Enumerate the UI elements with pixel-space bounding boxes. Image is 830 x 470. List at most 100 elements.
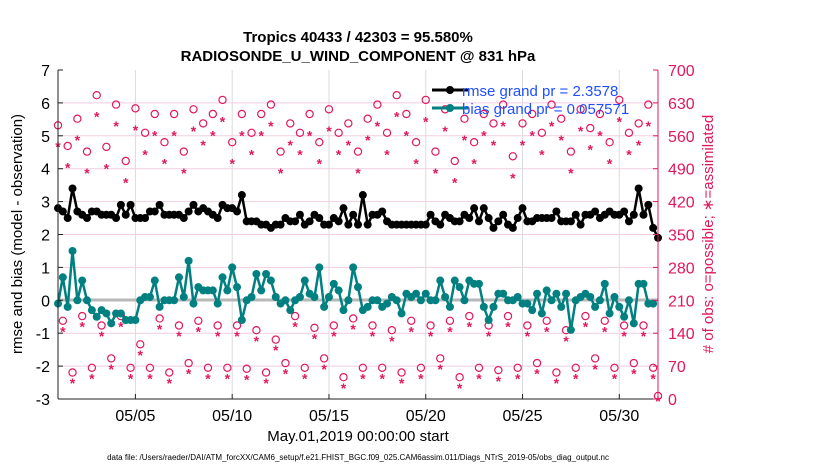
possible-marker — [590, 354, 600, 363]
possible-marker — [416, 363, 426, 372]
footnote: data file: /Users/raeder/DAI/ATM_forcXX/… — [107, 453, 609, 462]
assimilated-marker: * — [568, 165, 574, 181]
possible-marker — [276, 147, 285, 156]
assimilated-marker: * — [612, 370, 618, 386]
assimilated-marker: * — [365, 132, 371, 148]
assimilated-marker: * — [312, 330, 318, 346]
assimilated-marker: * — [515, 370, 521, 386]
assimilated-marker: * — [418, 370, 424, 386]
bias-marker — [605, 309, 614, 318]
rmse-marker — [421, 220, 430, 229]
rmse-marker — [150, 207, 159, 216]
x-tick-label: 05/25 — [502, 408, 542, 425]
rmse-marker — [436, 220, 445, 229]
assimilated-marker: * — [302, 370, 308, 386]
rmse-marker — [354, 220, 362, 229]
assimilated-marker: * — [331, 328, 337, 344]
possible-marker — [155, 314, 164, 323]
assimilated-marker: * — [70, 375, 76, 391]
possible-marker — [445, 316, 455, 325]
possible-marker — [382, 128, 392, 137]
y-tick-label: 0 — [41, 293, 50, 310]
possible-marker — [455, 373, 464, 382]
assimilated-marker: * — [94, 109, 100, 125]
y-tick-label: -2 — [36, 359, 50, 376]
bias-marker — [610, 293, 619, 302]
possible-marker — [107, 354, 116, 363]
possible-marker — [58, 316, 68, 325]
possible-marker — [460, 114, 469, 123]
assimilated-marker: * — [341, 380, 347, 396]
bias-marker — [155, 302, 164, 311]
possible-marker — [348, 314, 358, 323]
assimilated-marker: * — [79, 319, 85, 335]
rmse-marker — [547, 214, 556, 223]
assimilated-marker: * — [500, 118, 506, 134]
assimilated-marker: * — [394, 109, 400, 125]
possible-marker — [329, 321, 339, 330]
assimilated-marker: * — [558, 132, 564, 148]
assimilated-marker: * — [481, 127, 487, 143]
possible-marker — [402, 109, 411, 119]
bias-marker — [620, 312, 629, 321]
rmse-marker — [378, 207, 387, 216]
bias-marker — [315, 263, 324, 272]
y-right-tick-label: 490 — [668, 162, 695, 179]
possible-marker — [489, 119, 498, 128]
rmse-marker — [620, 207, 629, 216]
bias-marker — [310, 293, 319, 302]
assimilated-marker: * — [210, 127, 216, 143]
bias-marker — [489, 302, 498, 311]
rmse-marker — [474, 217, 483, 226]
possible-marker — [203, 363, 213, 372]
assimilated-marker: * — [196, 323, 202, 339]
bias-marker — [334, 286, 343, 295]
bias-marker — [537, 309, 546, 318]
possible-marker — [532, 358, 542, 368]
assimilated-marker: * — [452, 174, 458, 190]
bias-marker — [208, 286, 217, 295]
assimilated-marker: * — [491, 137, 497, 153]
assimilated-marker: * — [350, 321, 356, 337]
possible-marker — [68, 368, 77, 377]
rmse-marker — [576, 220, 585, 229]
assimilated-marker: * — [346, 137, 352, 153]
possible-marker — [465, 311, 474, 321]
rmse-marker — [513, 214, 522, 223]
assimilated-marker: * — [108, 361, 114, 377]
y-right-tick-label: 140 — [668, 326, 695, 343]
assimilated-marker: * — [525, 328, 531, 344]
x-tick-label: 05/15 — [309, 408, 349, 425]
assimilated-marker: * — [283, 366, 289, 382]
bias-marker — [528, 306, 537, 315]
assimilated-marker: * — [171, 127, 177, 143]
ticks: -3-2-10123456707014021028035042049056063… — [36, 63, 695, 425]
bias-marker — [562, 289, 571, 298]
bias-marker — [174, 273, 183, 282]
assimilated-marker: * — [104, 160, 110, 176]
assimilated-marker: * — [496, 373, 502, 389]
possible-marker — [494, 365, 503, 375]
assimilated-marker: * — [244, 371, 250, 387]
assimilated-marker: * — [617, 113, 623, 129]
possible-marker — [339, 373, 348, 382]
bias-marker — [460, 296, 469, 305]
y-right-tick-label: 210 — [668, 293, 695, 310]
assimilated-marker: * — [592, 361, 598, 377]
bias-marker — [615, 302, 624, 311]
grid — [58, 70, 658, 399]
legend-rmse-label: rmse grand pr = 2.3578 — [462, 83, 618, 100]
rmse-marker — [83, 214, 92, 223]
possible-marker — [634, 119, 643, 128]
assimilated-marker: * — [186, 366, 192, 382]
assimilated-marker: * — [239, 127, 245, 143]
assimilated-marker: * — [254, 333, 260, 349]
data-marks: ****************************************… — [53, 90, 663, 409]
assimilated-marker: * — [200, 137, 206, 153]
rmse-marker — [479, 204, 488, 213]
rmse-marker — [484, 214, 493, 223]
possible-marker — [344, 119, 353, 128]
assimilated-marker: * — [413, 156, 419, 172]
bias-marker — [295, 293, 304, 302]
